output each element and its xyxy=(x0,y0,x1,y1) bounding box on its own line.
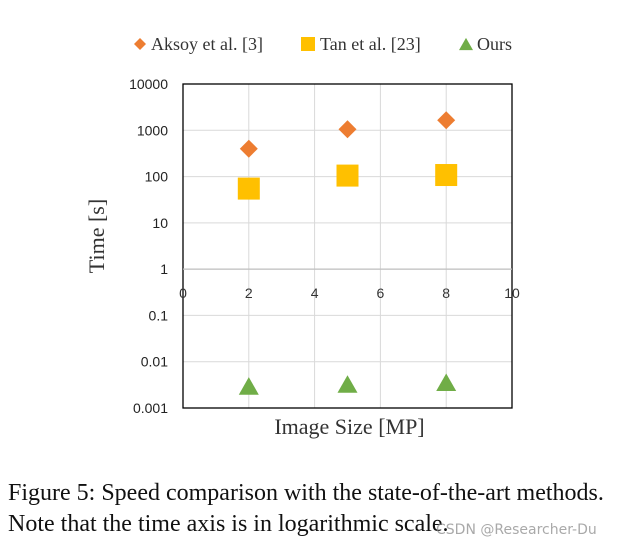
watermark: CSDN @Researcher-Du xyxy=(436,522,597,538)
scatter-chart: 10000 1000 100 10 1 0.1 0.01 0.001 0 2 4 6 8 10 Image … xyxy=(84,34,520,439)
y-tick-label: 10000 xyxy=(129,76,168,92)
figure-caption: Figure 5: Speed comparison with the stat… xyxy=(8,480,604,537)
data-point-triangle xyxy=(238,377,259,395)
y-tick-label: 0.1 xyxy=(149,307,169,323)
x-tick-label: 0 xyxy=(179,285,187,301)
data-point-square xyxy=(237,177,260,200)
x-tick-label: 2 xyxy=(245,285,253,301)
data-point-triangle xyxy=(337,375,358,393)
data-point-diamond xyxy=(437,111,456,130)
y-tick-label: 1 xyxy=(160,261,168,277)
legend-marker-diamond xyxy=(134,38,146,50)
plot-frame xyxy=(182,83,513,409)
legend-marker-square xyxy=(301,37,315,51)
legend-label: Ours xyxy=(477,34,512,54)
y-tick-label: 100 xyxy=(145,169,169,185)
legend-label: Tan et al. [23] xyxy=(320,34,421,54)
y-tick-label: 0.001 xyxy=(133,400,168,416)
x-tick-label: 10 xyxy=(504,285,520,301)
data-point-square xyxy=(435,164,458,187)
data-point-square xyxy=(336,164,359,187)
data-point-diamond xyxy=(239,139,258,158)
y-tick-label: 1000 xyxy=(137,122,168,138)
legend-marker-triangle xyxy=(459,37,473,51)
data-point-diamond xyxy=(338,120,357,139)
y-axis-title: Time [s] xyxy=(84,199,109,273)
x-tick-label: 8 xyxy=(442,285,450,301)
x-tick-label: 4 xyxy=(311,285,319,301)
x-tick-label: 6 xyxy=(377,285,385,301)
data-point-triangle xyxy=(436,373,457,392)
y-tick-label: 10 xyxy=(152,215,168,231)
x-axis-title: Image Size [MP] xyxy=(274,414,424,439)
legend-label: Aksoy et al. [3] xyxy=(151,34,263,54)
y-tick-label: 0.01 xyxy=(141,354,168,370)
